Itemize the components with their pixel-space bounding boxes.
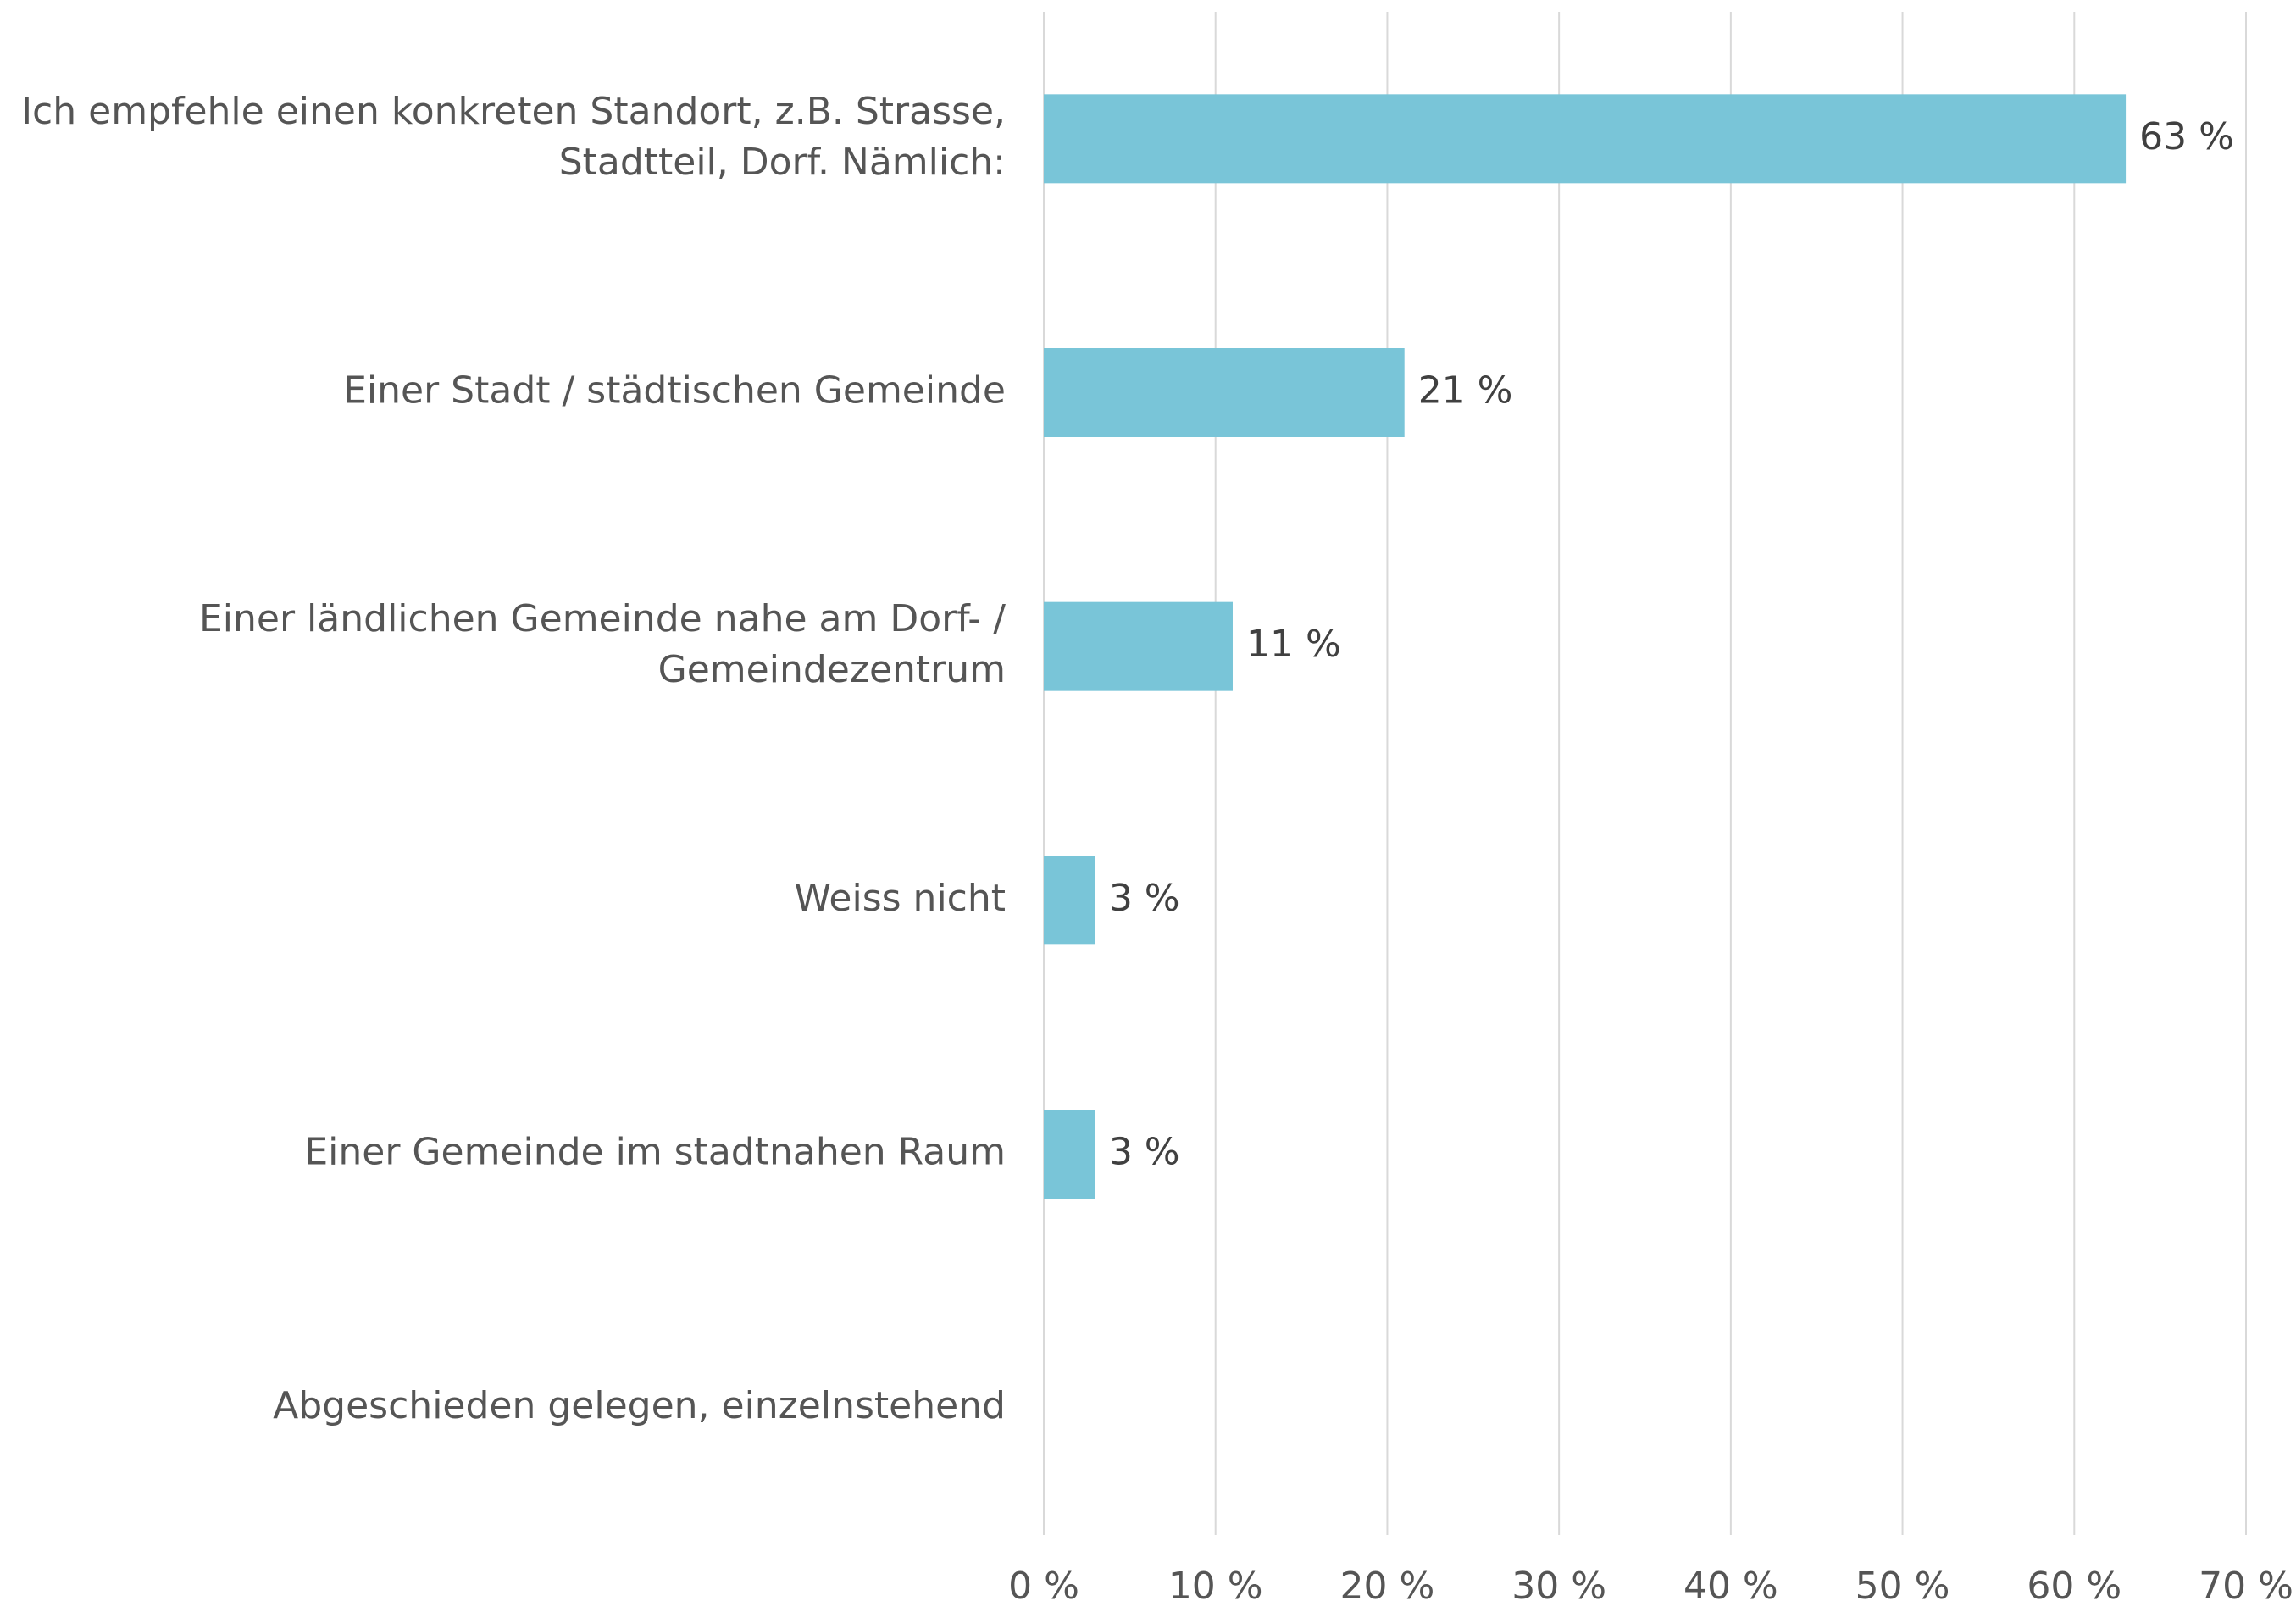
y-tick-label: Ich empfehle einen konkreten Standort, z…	[21, 90, 1006, 184]
x-tick-label: 20 %	[1340, 1565, 1435, 1608]
x-tick-label: 60 %	[2027, 1565, 2121, 1608]
y-tick-label: Einer Gemeinde im stadtnahen Raum	[304, 1131, 1006, 1174]
data-label: 63 %	[2139, 115, 2234, 158]
bar	[1044, 94, 2127, 184]
x-tick-label: 30 %	[1511, 1565, 1606, 1608]
x-tick-label: 40 %	[1683, 1565, 1778, 1608]
x-tick-label: 50 %	[1855, 1565, 1950, 1608]
y-tick-label: Einer ländlichen Gemeinde nahe am Dorf- …	[199, 597, 1006, 691]
bar	[1044, 1110, 1095, 1199]
x-tick-label: 10 %	[1168, 1565, 1263, 1608]
x-tick-label: 0 %	[1008, 1565, 1079, 1608]
data-label: 21 %	[1418, 369, 1513, 413]
bar	[1044, 601, 1233, 691]
data-label: 3 %	[1109, 1131, 1180, 1174]
data-label: 11 %	[1246, 623, 1341, 666]
y-tick-label: Abgeschieden gelegen, einzelnstehend	[273, 1384, 1006, 1427]
data-label: 3 %	[1109, 877, 1180, 920]
bar	[1044, 856, 1095, 945]
bar	[1044, 348, 1405, 437]
x-tick-label: 70 %	[2199, 1565, 2293, 1608]
y-tick-label: Weiss nicht	[795, 877, 1007, 920]
y-tick-label: Einer Stadt / städtischen Gemeinde	[343, 369, 1006, 413]
